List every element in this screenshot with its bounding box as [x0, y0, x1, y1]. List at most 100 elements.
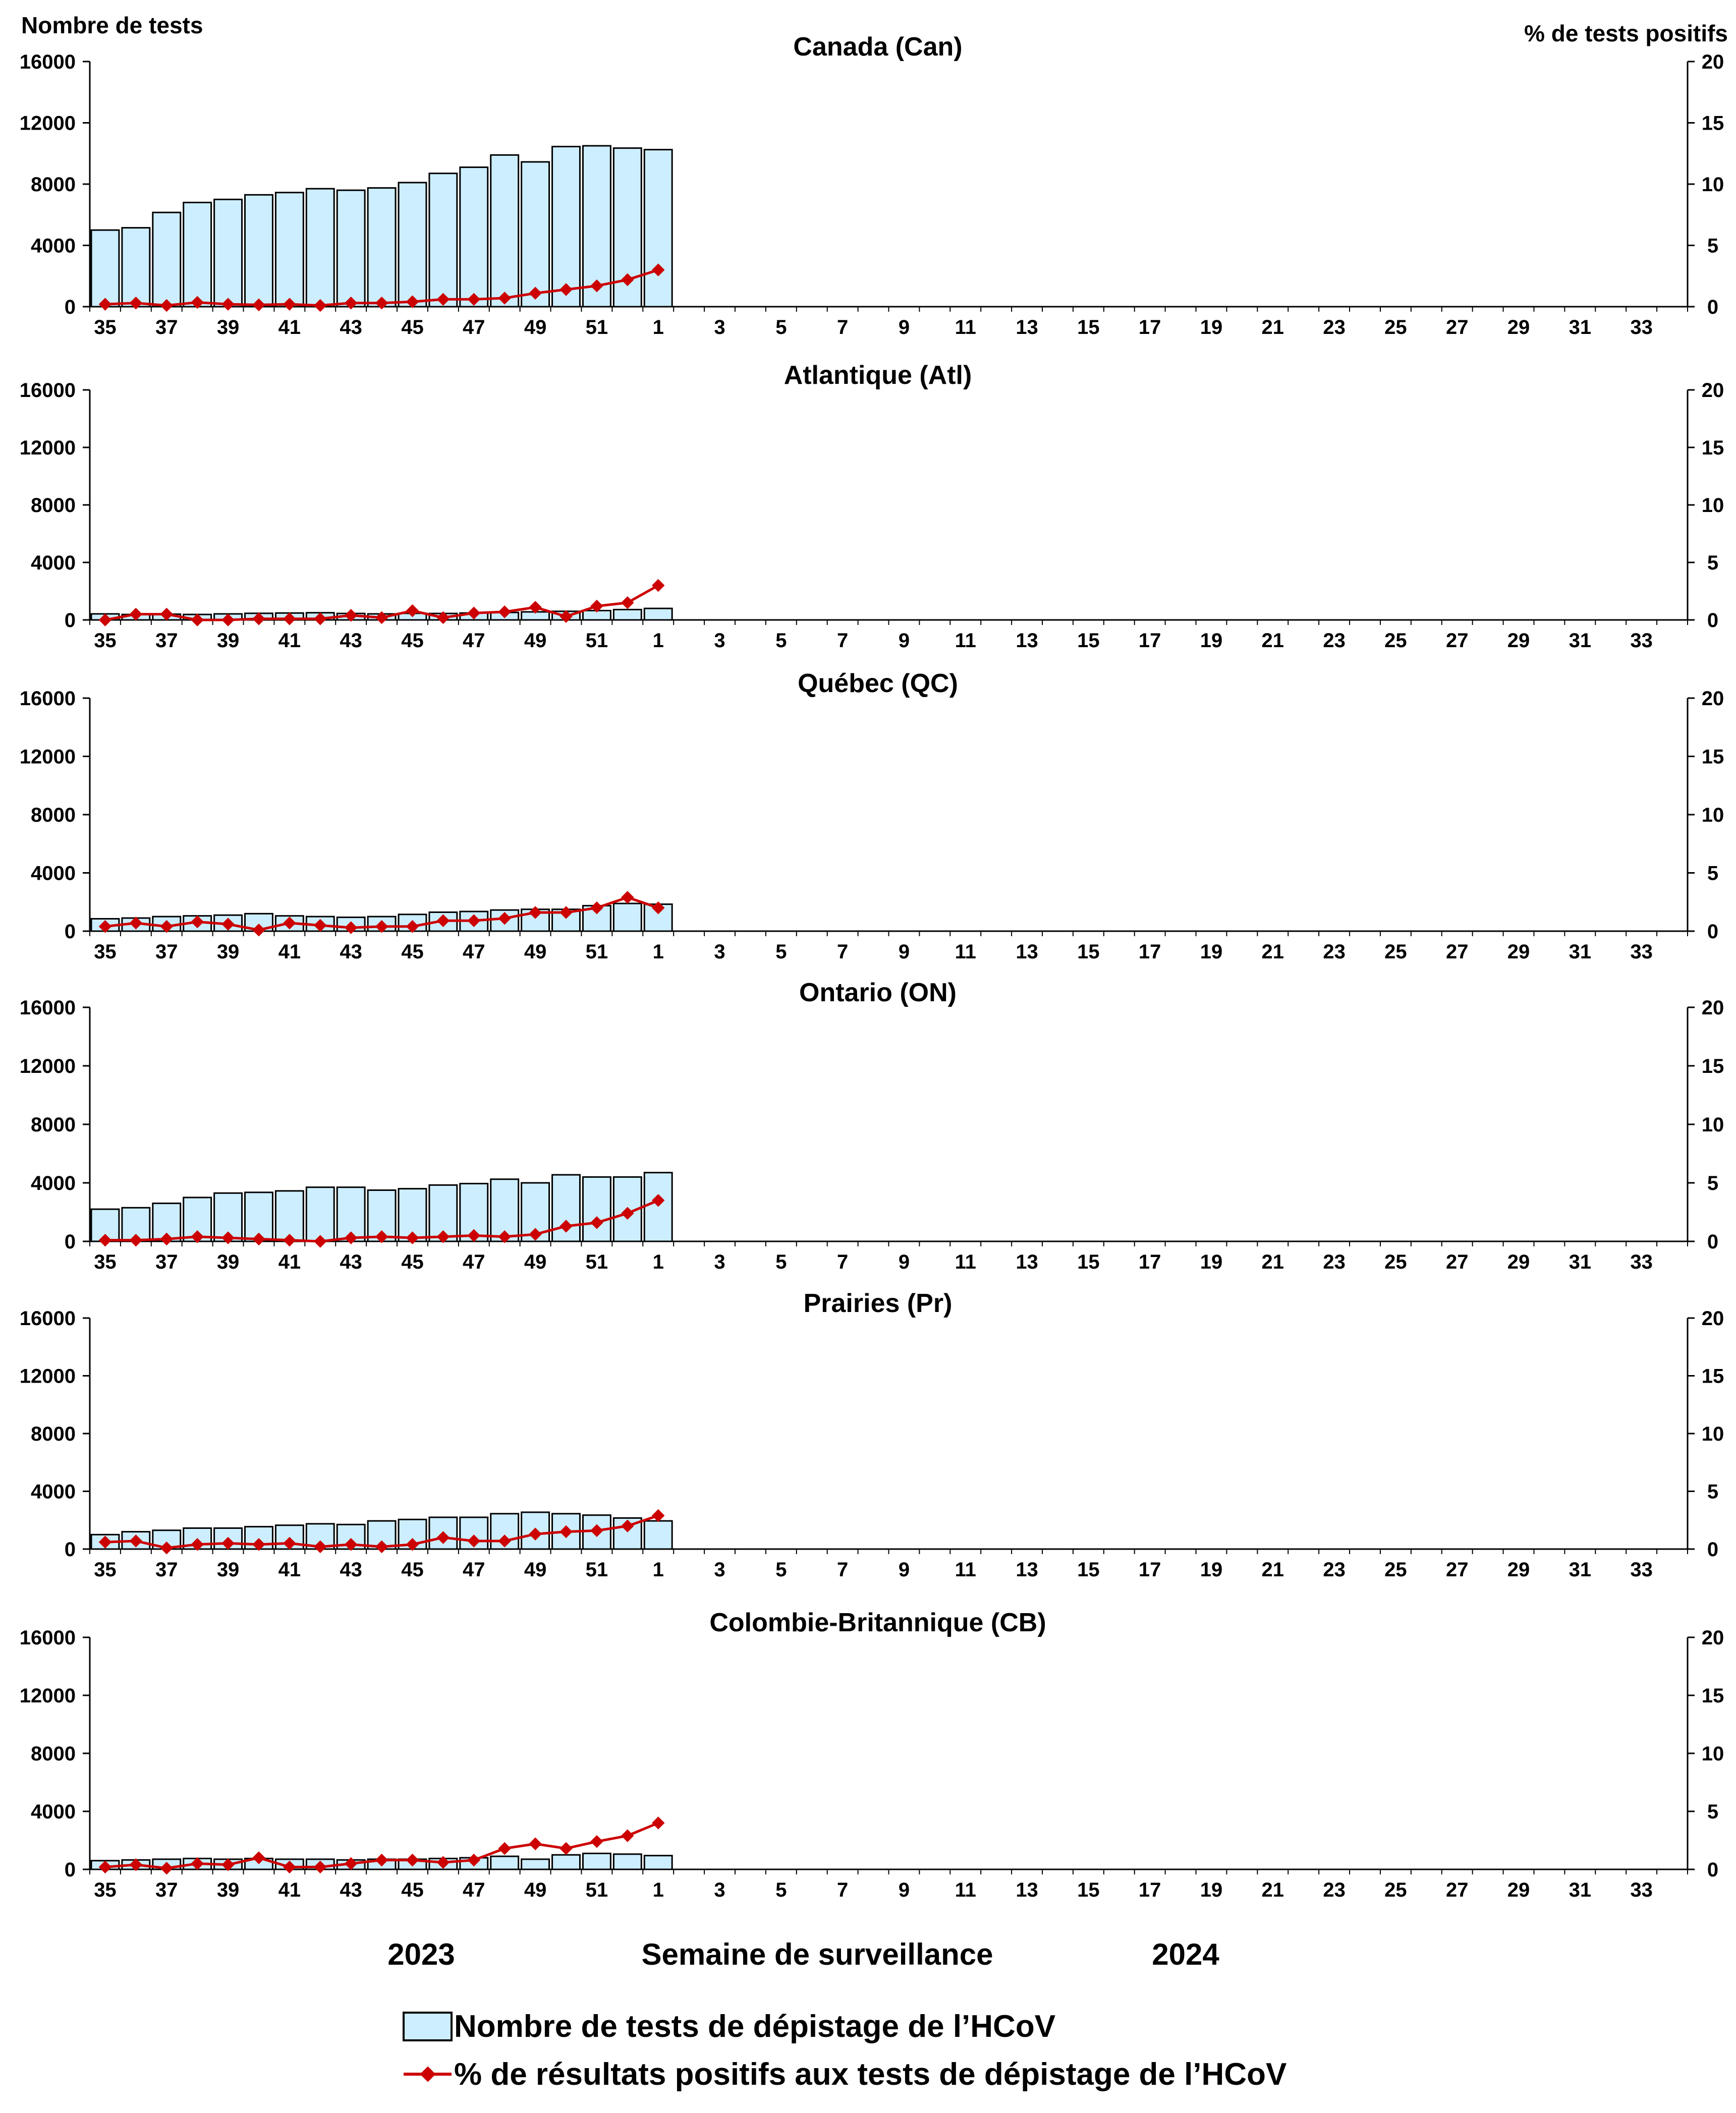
bar-week-48 — [490, 1855, 520, 1870]
x-tick-label: 31 — [1569, 1559, 1592, 1581]
region-charts: Canada (Can)0400080001200016000051015203… — [20, 32, 1724, 1901]
x-tick-label: 49 — [524, 941, 547, 963]
x-tick-label: 27 — [1446, 941, 1469, 963]
x-tick-label: 15 — [1077, 630, 1100, 652]
bar-week-52 — [612, 608, 642, 621]
x-tick-label: 41 — [278, 630, 301, 652]
x-tick-label: 45 — [401, 1251, 424, 1273]
right-axis-title: % de tests positifs — [1524, 20, 1728, 46]
y-tick-label: 16000 — [20, 1307, 76, 1330]
x-tick-label: 17 — [1139, 630, 1161, 652]
pct-point-week-36 — [129, 296, 143, 310]
y2-tick-label: 20 — [1702, 997, 1724, 1019]
x-tick-label: 43 — [340, 941, 362, 963]
y-tick-label: 8000 — [31, 804, 76, 826]
chart-title: Québec (QC) — [798, 669, 958, 698]
x-tick-label: 9 — [899, 1879, 910, 1901]
x-tick-label: 21 — [1262, 630, 1284, 652]
x-tick-label: 13 — [1016, 630, 1038, 652]
bar-week-42 — [305, 1186, 335, 1242]
y2-tick-label: 20 — [1702, 1307, 1724, 1330]
x-tick-label: 21 — [1262, 1879, 1284, 1901]
x-tick-label: 49 — [524, 1879, 547, 1901]
bar-week-52 — [612, 1853, 642, 1870]
x-tick-label: 23 — [1323, 1251, 1346, 1273]
x-tick-label: 33 — [1630, 1559, 1653, 1581]
x-tick-label: 39 — [217, 630, 240, 652]
y2-tick-label: 20 — [1702, 1627, 1724, 1649]
y-tick-label: 8000 — [31, 174, 76, 196]
x-tick-label: 21 — [1262, 1559, 1284, 1581]
x-tick-label: 23 — [1323, 630, 1346, 652]
pct-point-week-44 — [375, 296, 388, 310]
bar-week-48 — [490, 154, 520, 308]
x-tick-label: 47 — [463, 630, 485, 652]
x-tick-label: 41 — [278, 316, 301, 338]
x-tick-label: 3 — [714, 316, 725, 338]
x-tick-label: 45 — [401, 630, 424, 652]
x-tick-label: 45 — [401, 316, 424, 338]
y-tick-label: 12000 — [20, 1685, 76, 1707]
pct-point-week-41 — [283, 298, 296, 311]
x-tick-label: 19 — [1200, 941, 1223, 963]
x-tick-label: 41 — [278, 1559, 301, 1581]
x-tick-label: 33 — [1630, 941, 1653, 963]
legend: Nombre de tests de dépistage de l’HCoV %… — [403, 2009, 1286, 2092]
pct-point-week-1 — [651, 579, 665, 592]
x-tick-label: 25 — [1384, 1879, 1407, 1901]
pct-point-week-51 — [590, 1835, 603, 1848]
x-tick-label: 13 — [1016, 316, 1038, 338]
y-tick-label: 4000 — [31, 1172, 76, 1194]
y2-tick-label: 15 — [1702, 746, 1724, 768]
bar-week-52 — [612, 902, 642, 932]
y-tick-label: 0 — [65, 609, 76, 632]
y-tick-label: 16000 — [20, 688, 76, 710]
x-tick-label: 39 — [217, 941, 240, 963]
y2-tick-label: 15 — [1702, 437, 1724, 459]
x-tick-label: 33 — [1630, 316, 1653, 338]
chart-title: Colombie-Britannique (CB) — [709, 1608, 1046, 1637]
y-tick-label: 16000 — [20, 1627, 76, 1649]
pct-point-week-50 — [559, 1842, 573, 1855]
x-tick-label: 9 — [899, 941, 910, 963]
y-tick-label: 0 — [65, 1231, 76, 1253]
bar-week-51 — [582, 1852, 611, 1870]
bar-week-40 — [244, 194, 273, 308]
x-tick-label: 1 — [653, 941, 664, 963]
bar-week-50 — [551, 146, 581, 308]
x-tick-label: 29 — [1507, 630, 1530, 652]
bar-week-38 — [183, 201, 212, 308]
bar-week-51 — [582, 1176, 611, 1242]
bar-week-45 — [398, 182, 427, 308]
bar-week-50 — [551, 1854, 581, 1870]
x-tick-label: 9 — [899, 1251, 910, 1273]
bar-week-41 — [274, 1190, 304, 1242]
x-tick-label: 19 — [1200, 630, 1223, 652]
x-tick-label: 51 — [586, 1251, 608, 1273]
chart-title: Canada (Can) — [793, 32, 962, 62]
x-tick-label: 29 — [1507, 316, 1530, 338]
x-tick-label: 11 — [955, 630, 976, 652]
x-tick-label: 23 — [1323, 941, 1346, 963]
x-tick-label: 35 — [94, 1879, 117, 1901]
x-tick-label: 11 — [955, 1559, 976, 1581]
y2-tick-label: 5 — [1707, 1801, 1718, 1823]
x-tick-label: 1 — [653, 1879, 664, 1901]
x-tick-label: 43 — [340, 316, 362, 338]
y2-tick-label: 0 — [1707, 1231, 1718, 1253]
y-tick-label: 8000 — [31, 1114, 76, 1136]
chart-panel-4: Prairies (Pr)040008000120001600005101520… — [20, 1289, 1724, 1581]
bar-week-1 — [643, 1520, 673, 1550]
x-tick-label: 7 — [837, 941, 848, 963]
legend-bar-swatch — [403, 2012, 453, 2041]
y2-tick-label: 0 — [1707, 921, 1718, 943]
pct-point-week-1 — [651, 1509, 665, 1522]
x-tick-label: 23 — [1323, 316, 1346, 338]
x-tick-label: 19 — [1200, 1559, 1223, 1581]
pct-point-week-48 — [498, 292, 511, 305]
x-tick-label: 23 — [1323, 1559, 1346, 1581]
y2-tick-label: 15 — [1702, 1685, 1724, 1707]
x-tick-label: 37 — [155, 630, 178, 652]
x-tick-label: 35 — [94, 630, 117, 652]
x-tick-label: 13 — [1016, 1251, 1038, 1273]
